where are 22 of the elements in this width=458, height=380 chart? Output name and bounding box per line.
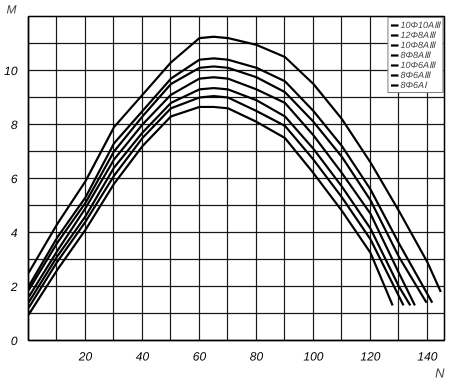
y-tick-label: 8 [10, 118, 18, 132]
x-tick-label: 80 [250, 350, 264, 364]
x-tick-label: 60 [192, 350, 206, 364]
x-tick-label: 120 [360, 350, 381, 364]
legend-label: 8Φ6AⅢ [400, 70, 430, 80]
y-tick-label: 2 [10, 280, 18, 294]
y-tick-label: 0 [10, 334, 18, 348]
legend-label: 10Φ10AⅢ [400, 20, 440, 30]
y-axis-title: M [6, 2, 16, 16]
y-tick-label: 6 [10, 172, 18, 186]
y-tick-label: 10 [4, 64, 18, 78]
legend-label: 10Φ8AⅢ [400, 40, 435, 50]
legend-label: 10Φ6AⅢ [400, 60, 435, 70]
x-tick-label: 40 [136, 350, 150, 364]
x-axis-title: N [435, 366, 446, 380]
y-tick-label: 4 [10, 226, 18, 240]
x-tick-label: 100 [303, 350, 324, 364]
x-tick-label: 140 [417, 350, 438, 364]
legend-label: 8Φ6AⅠ [400, 80, 427, 90]
x-tick-label: 20 [78, 350, 92, 364]
legend-label: 8Φ8AⅢ [400, 50, 430, 60]
legend-label: 12Φ8AⅢ [400, 30, 435, 40]
